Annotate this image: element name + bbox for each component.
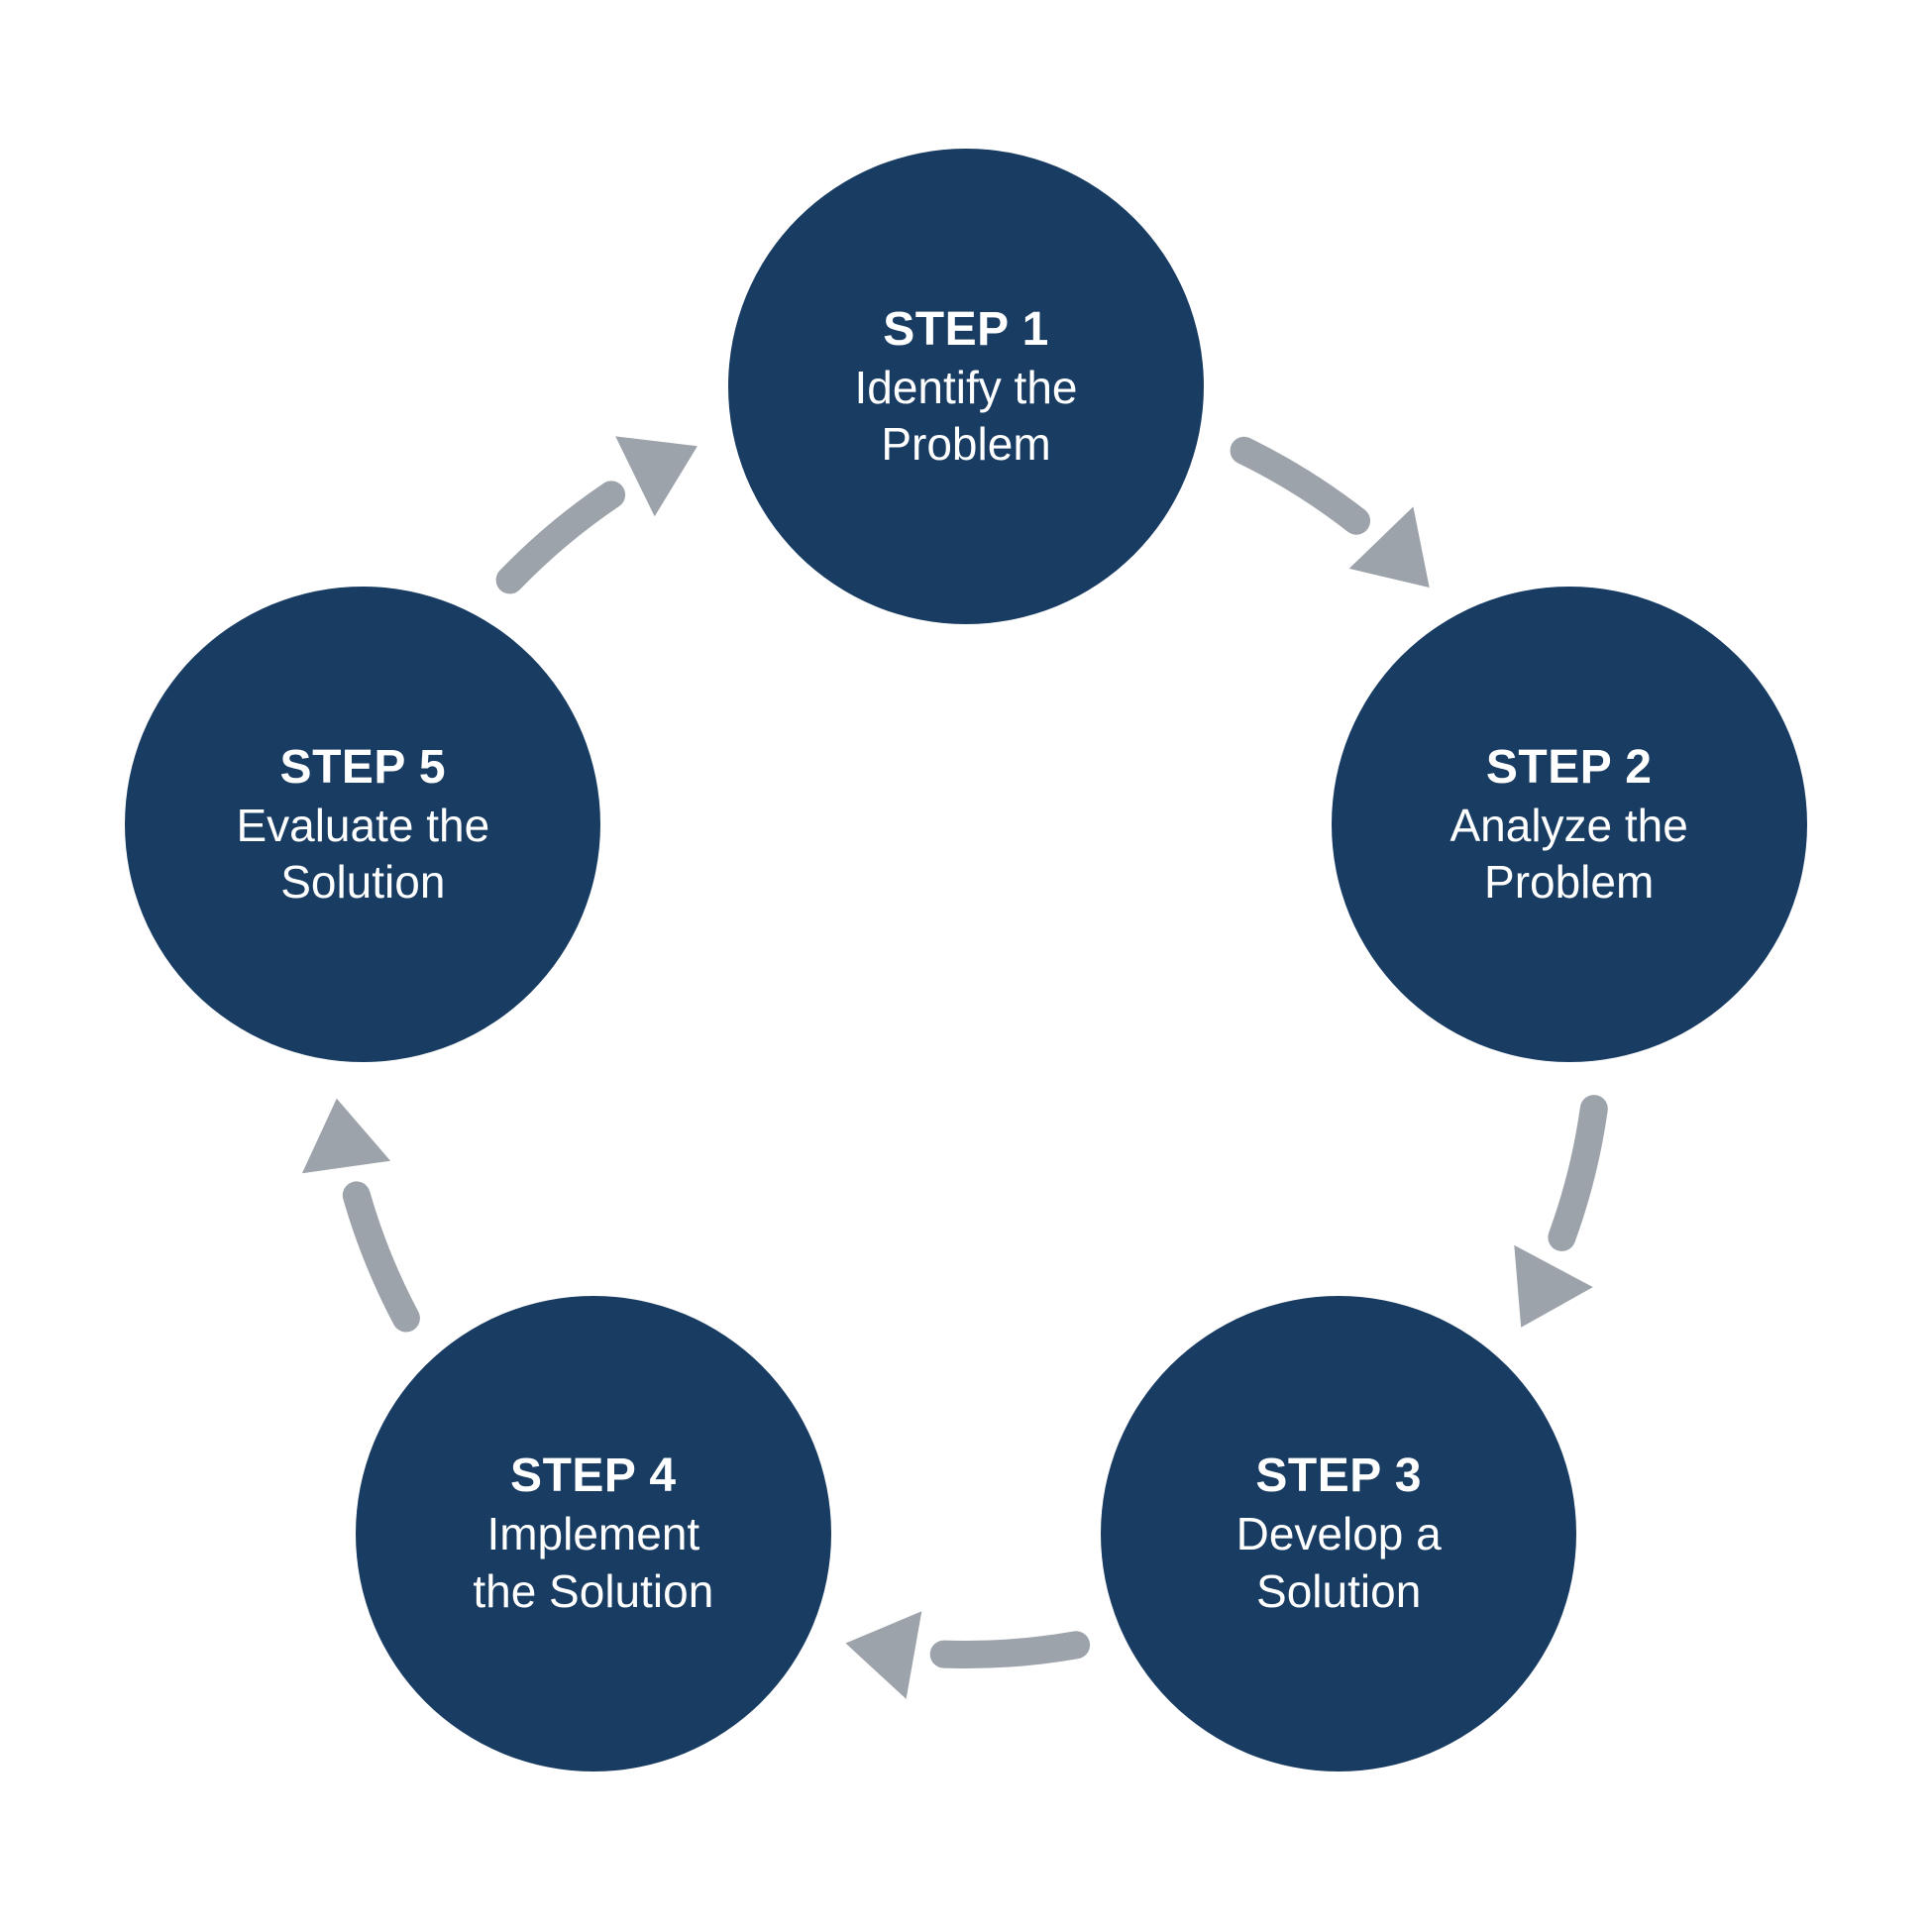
cycle-node-title: STEP 2 bbox=[1486, 738, 1653, 798]
cycle-node-desc-line: Problem bbox=[1484, 854, 1654, 912]
cycle-node-step-4: STEP 4Implementthe Solution bbox=[356, 1296, 831, 1771]
cycle-node-desc-line: Evaluate the bbox=[236, 798, 489, 855]
cycle-node-desc-line: Problem bbox=[881, 416, 1050, 474]
cycle-node-title: STEP 4 bbox=[510, 1447, 677, 1506]
cycle-arrow-shaft bbox=[1561, 1109, 1593, 1237]
cycle-arrow-shaft bbox=[944, 1645, 1076, 1655]
cycle-node-desc-line: the Solution bbox=[473, 1563, 713, 1621]
cycle-node-title: STEP 1 bbox=[883, 300, 1049, 360]
cycle-arrow-head bbox=[302, 1099, 390, 1174]
cycle-arrow-head bbox=[846, 1611, 922, 1699]
cycle-arrow-head bbox=[1514, 1245, 1593, 1328]
cycle-node-desc-line: Solution bbox=[280, 854, 445, 912]
cycle-node-desc-line: Analyze the bbox=[1449, 798, 1687, 855]
cycle-diagram: STEP 1Identify theProblemSTEP 2Analyze t… bbox=[0, 0, 1932, 1932]
cycle-arrow-shaft bbox=[1244, 451, 1356, 521]
cycle-node-step-3: STEP 3Develop aSolution bbox=[1101, 1296, 1576, 1771]
cycle-node-step-2: STEP 2Analyze theProblem bbox=[1332, 587, 1807, 1062]
cycle-node-desc-line: Develop a bbox=[1236, 1506, 1442, 1563]
cycle-node-desc-line: Solution bbox=[1256, 1563, 1421, 1621]
cycle-node-desc-line: Implement bbox=[486, 1506, 699, 1563]
cycle-node-title: STEP 5 bbox=[280, 738, 447, 798]
cycle-node-step-5: STEP 5Evaluate theSolution bbox=[125, 587, 600, 1062]
cycle-arrow-head bbox=[615, 436, 698, 516]
cycle-arrow-shaft bbox=[510, 494, 612, 580]
cycle-node-title: STEP 3 bbox=[1255, 1447, 1422, 1506]
cycle-node-desc-line: Identify the bbox=[854, 360, 1077, 417]
cycle-arrow-head bbox=[1349, 506, 1430, 588]
cycle-node-step-1: STEP 1Identify theProblem bbox=[728, 149, 1204, 624]
cycle-arrow-shaft bbox=[357, 1195, 406, 1318]
